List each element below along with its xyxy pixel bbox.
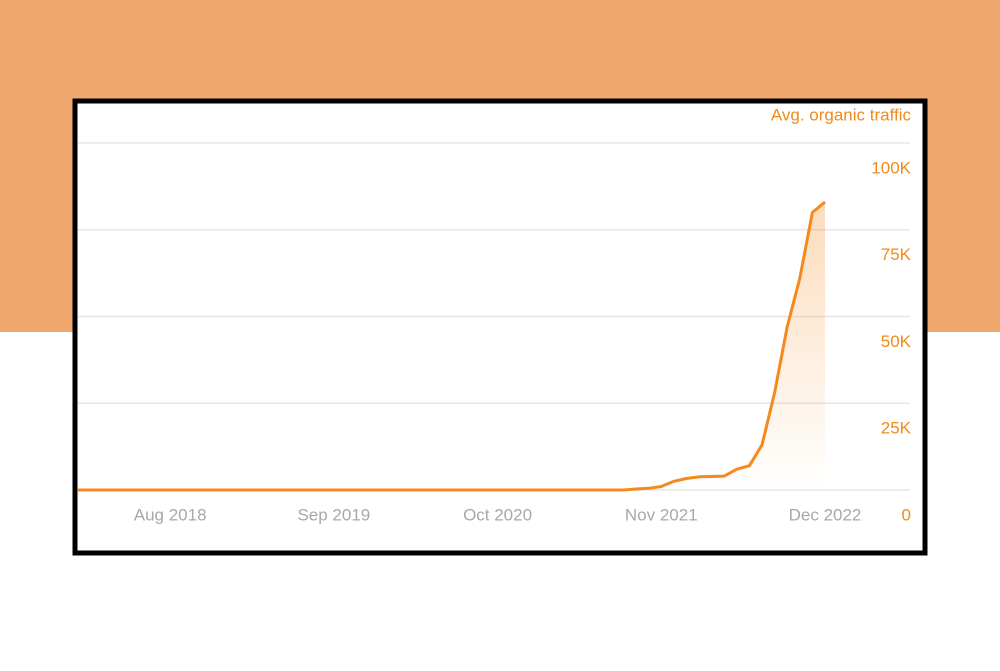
- y-tick-label: 75K: [881, 245, 912, 264]
- x-tick-label: Sep 2019: [297, 505, 370, 524]
- y-tick-label: 25K: [881, 419, 912, 438]
- y-axis-label: Avg. organic traffic: [771, 105, 912, 124]
- x-tick-label: Nov 2021: [625, 505, 698, 524]
- x-tick-label: Oct 2020: [463, 505, 532, 524]
- line: [82, 200, 826, 492]
- y-tick-label: 50K: [881, 332, 912, 351]
- y-tick-label: 100K: [871, 158, 911, 177]
- x-tick-label: Dec 2022: [789, 505, 862, 524]
- x-tick-label: Aug 2018: [134, 505, 207, 524]
- y-tick-label: 0: [902, 505, 911, 524]
